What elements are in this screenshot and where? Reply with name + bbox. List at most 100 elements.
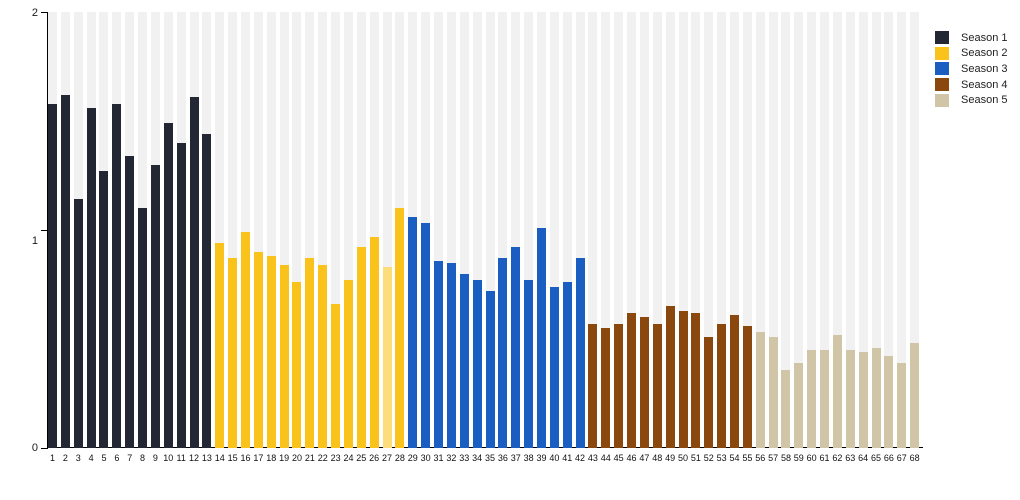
background-stripe [575,12,585,448]
bar-episode-60[interactable] [807,349,817,448]
bar-episode-3[interactable] [73,199,83,448]
background-stripe [549,12,559,448]
bar-episode-61[interactable] [820,349,830,448]
x-tick-label-44: 44 [600,453,611,463]
bar-episode-56[interactable] [755,332,765,448]
legend-item-season-4[interactable]: Season 4 [935,77,1007,93]
x-tick-label-58: 58 [780,453,791,463]
bar-episode-30[interactable] [421,223,431,448]
x-tick-label-13: 13 [201,453,212,463]
bar-episode-20[interactable] [292,282,302,448]
bar-episode-35[interactable] [485,291,495,448]
bar-episode-25[interactable] [356,247,366,448]
bar-episode-23[interactable] [331,304,341,448]
y-tick-2 [41,12,47,13]
bar-episode-11[interactable] [176,142,186,448]
bar-episode-47[interactable] [639,317,649,448]
bar-episode-13[interactable] [202,134,212,448]
y-tick-label-0: 0 [31,442,38,454]
bar-episode-34[interactable] [472,280,482,448]
bar-episode-43[interactable] [588,323,598,448]
bar-episode-65[interactable] [871,347,881,448]
bar-episode-62[interactable] [832,334,842,448]
bar-episode-53[interactable] [717,323,727,448]
background-stripe [897,12,907,448]
bar-episode-22[interactable] [318,264,328,448]
background-stripe [305,12,315,448]
bar-episode-26[interactable] [369,236,379,448]
x-tick-label-46: 46 [626,453,637,463]
x-axis-line [47,447,923,448]
bar-episode-59[interactable] [794,362,804,448]
bar-episode-16[interactable] [241,232,250,448]
legend-item-season-1[interactable]: Season 1 [935,30,1007,46]
bar-episode-68[interactable] [910,343,920,448]
bar-episode-1[interactable] [48,103,57,448]
bar-episode-41[interactable] [562,282,572,448]
background-stripe [691,12,701,448]
legend-label-season-1: Season 1 [961,31,1008,44]
bar-episode-7[interactable] [125,155,135,448]
bar-episode-57[interactable] [768,336,778,448]
legend-item-season-3[interactable]: Season 3 [935,61,1007,77]
x-tick-label-37: 37 [510,453,521,463]
bar-episode-40[interactable] [549,286,559,448]
bar-episode-36[interactable] [498,258,508,448]
bar-episode-28[interactable] [395,208,405,448]
legend-item-season-2[interactable]: Season 2 [935,46,1007,62]
bar-episode-12[interactable] [189,97,199,448]
bar-episode-64[interactable] [858,352,868,448]
x-tick-label-48: 48 [652,453,663,463]
bar-episode-67[interactable] [897,362,907,448]
background-stripe [459,12,469,448]
bar-episode-24[interactable] [343,280,353,448]
x-tick-label-45: 45 [613,453,624,463]
bar-episode-46[interactable] [627,312,637,448]
bar-episode-10[interactable] [163,123,173,448]
bar-episode-50[interactable] [678,310,688,448]
bar-episode-31[interactable] [434,260,444,448]
bar-episode-63[interactable] [845,349,855,448]
background-stripe [768,12,778,448]
bar-episode-66[interactable] [884,356,894,448]
bar-episode-29[interactable] [408,216,418,448]
bar-episode-32[interactable] [446,262,456,448]
bar-episode-51[interactable] [691,312,701,448]
x-tick-label-60: 60 [806,453,817,463]
bar-episode-42[interactable] [575,258,585,448]
bar-episode-33[interactable] [459,273,469,448]
bar-episode-19[interactable] [279,264,289,448]
bar-episode-21[interactable] [305,258,315,448]
x-tick-label-10: 10 [163,453,174,463]
x-tick-label-22: 22 [317,453,328,463]
bar-episode-44[interactable] [601,328,611,448]
x-tick-label-57: 57 [768,453,779,463]
bar-episode-2[interactable] [60,94,70,448]
bar-episode-58[interactable] [781,369,791,448]
bar-episode-8[interactable] [138,208,148,448]
bar-episode-49[interactable] [665,306,675,448]
legend-item-season-5[interactable]: Season 5 [935,92,1007,108]
bar-episode-54[interactable] [729,315,739,448]
bar-episode-9[interactable] [150,164,160,448]
bar-episode-39[interactable] [536,227,546,448]
bar-episode-52[interactable] [704,336,714,448]
bar-episode-5[interactable] [99,171,109,448]
x-tick-label-47: 47 [639,453,650,463]
bar-episode-27[interactable] [382,267,392,448]
bar-episode-15[interactable] [228,258,238,448]
legend-swatch-season-2 [935,46,949,60]
bar-episode-55[interactable] [742,325,752,448]
bar-episode-17[interactable] [253,251,263,448]
bar-episode-38[interactable] [524,280,534,448]
bar-episode-6[interactable] [112,103,122,448]
bar-episode-37[interactable] [511,247,521,448]
bar-episode-4[interactable] [86,107,96,448]
bar-episode-18[interactable] [266,256,276,448]
bar-episode-45[interactable] [614,323,624,448]
bar-episode-14[interactable] [215,243,225,448]
x-tick-label-43: 43 [587,453,598,463]
legend-label-season-5: Season 5 [961,94,1008,107]
background-stripe [704,12,714,448]
bar-episode-48[interactable] [652,323,662,448]
